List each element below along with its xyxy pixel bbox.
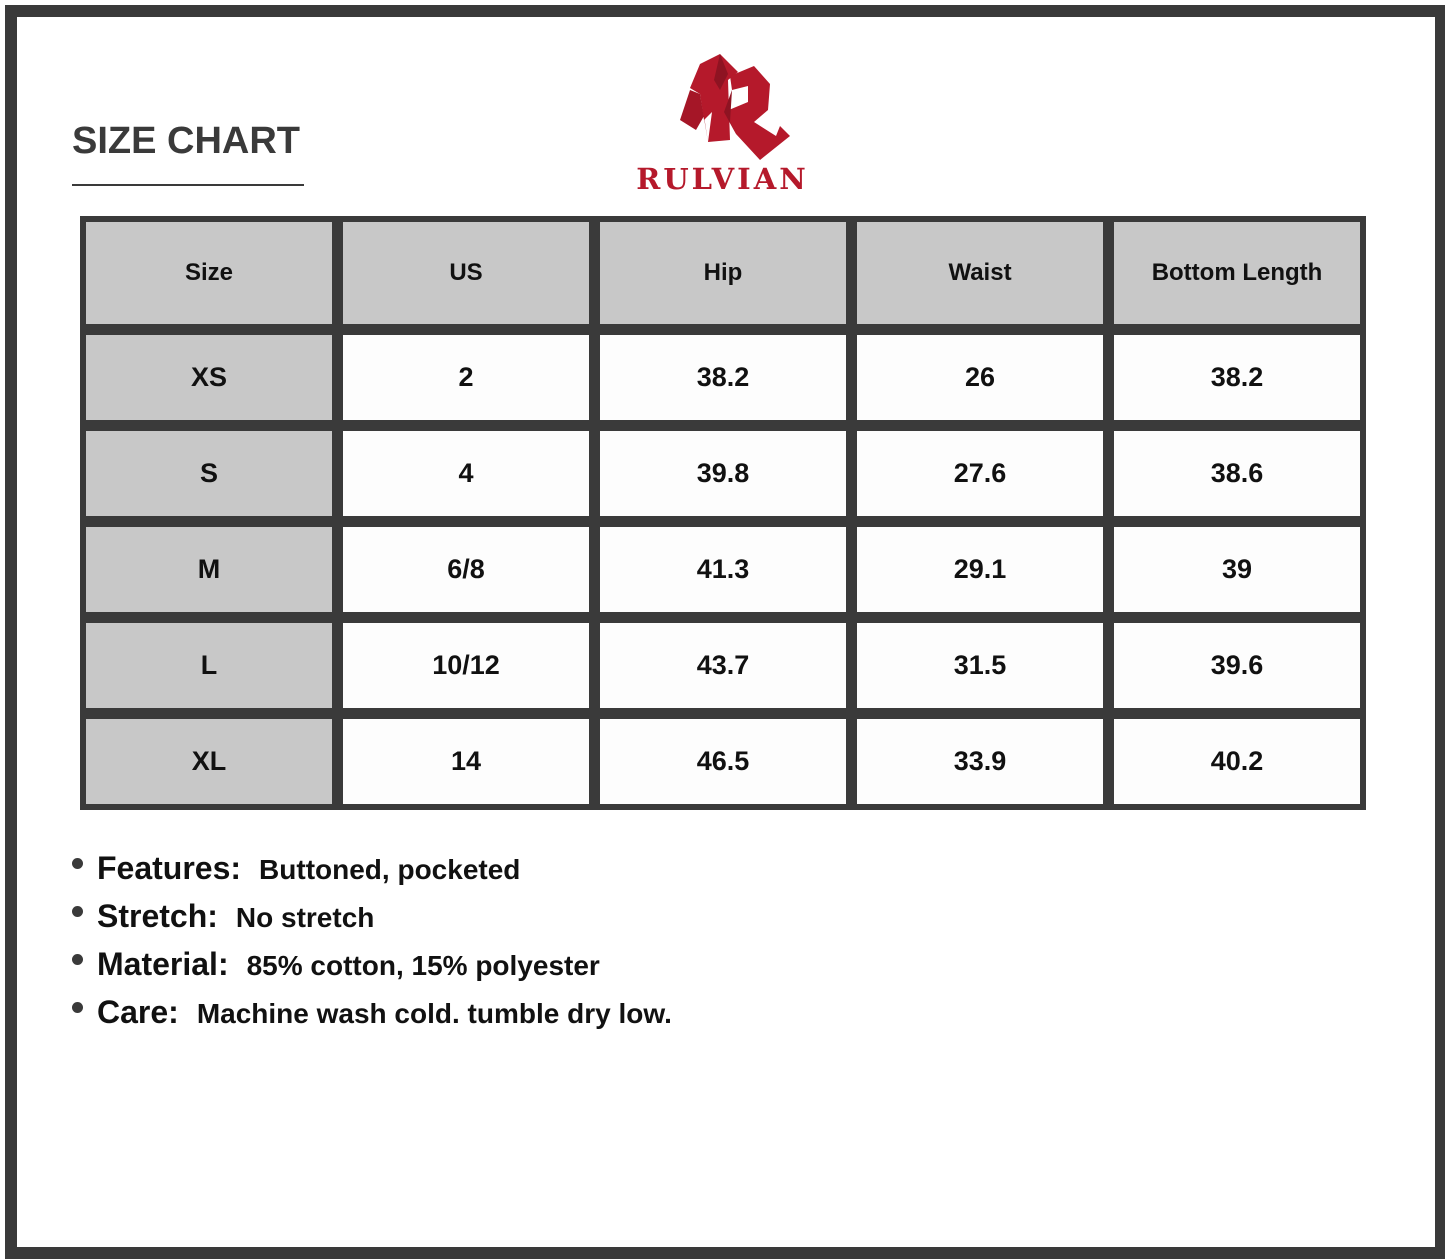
spec-label: Features: <box>97 850 242 886</box>
spec-label: Stretch: <box>97 898 218 934</box>
table-cell: 38.2 <box>1114 335 1360 420</box>
brand-name: RULVIAN <box>636 162 809 196</box>
table-cell: 38.2 <box>600 335 846 420</box>
column-header: Waist <box>857 222 1103 324</box>
spec-value: No stretch <box>235 902 375 933</box>
spec-value: 85% cotton, 15% polyester <box>246 950 600 981</box>
table-cell: 10/12 <box>343 623 589 708</box>
spec-value: Machine wash cold. tumble dry low. <box>196 998 672 1029</box>
spec-label: Care: <box>97 994 179 1030</box>
bullet-icon <box>72 1002 83 1013</box>
table-cell: 39.6 <box>1114 623 1360 708</box>
column-header: Hip <box>600 222 846 324</box>
table-cell: 43.7 <box>600 623 846 708</box>
table-cell: 4 <box>343 431 589 516</box>
column-header: Bottom Length <box>1114 222 1360 324</box>
table-cell: 41.3 <box>600 527 846 612</box>
bullet-icon <box>72 954 83 965</box>
table-cell: 46.5 <box>600 719 846 804</box>
column-header: US <box>343 222 589 324</box>
size-chart-table: Size US Hip Waist Bottom Length XS 2 38.2 26 38.2… <box>80 216 1366 810</box>
spec-item: Care: Machine wash cold. tumble dry low. <box>72 994 672 1042</box>
bullet-icon <box>72 858 83 869</box>
row-size-label: L <box>86 623 332 708</box>
table-cell: 2 <box>343 335 589 420</box>
product-specs-list: Features: Buttoned, pocketed Stretch: No st… <box>72 850 672 1042</box>
title-underline <box>72 184 304 186</box>
table-cell: 39 <box>1114 527 1360 612</box>
table-cell: 29.1 <box>857 527 1103 612</box>
spec-value: Buttoned, pocketed <box>259 854 521 885</box>
logo-r-mark-icon <box>680 54 790 160</box>
table-cell: 14 <box>343 719 589 804</box>
brand-logo: RULVIAN <box>620 50 825 200</box>
spec-item: Features: Buttoned, pocketed <box>72 850 672 898</box>
table-cell: 6/8 <box>343 527 589 612</box>
table-cell: 38.6 <box>1114 431 1360 516</box>
bullet-icon <box>72 906 83 917</box>
row-size-label: XS <box>86 335 332 420</box>
table-cell: 26 <box>857 335 1103 420</box>
table-cell: 27.6 <box>857 431 1103 516</box>
spec-label: Material: <box>97 946 229 982</box>
table-cell: 40.2 <box>1114 719 1360 804</box>
spec-item: Material: 85% cotton, 15% polyester <box>72 946 672 994</box>
row-size-label: XL <box>86 719 332 804</box>
column-header: Size <box>86 222 332 324</box>
table-cell: 39.8 <box>600 431 846 516</box>
spec-item: Stretch: No stretch <box>72 898 672 946</box>
table-cell: 33.9 <box>857 719 1103 804</box>
row-size-label: S <box>86 431 332 516</box>
table-cell: 31.5 <box>857 623 1103 708</box>
page-title: SIZE CHART <box>72 120 300 162</box>
row-size-label: M <box>86 527 332 612</box>
